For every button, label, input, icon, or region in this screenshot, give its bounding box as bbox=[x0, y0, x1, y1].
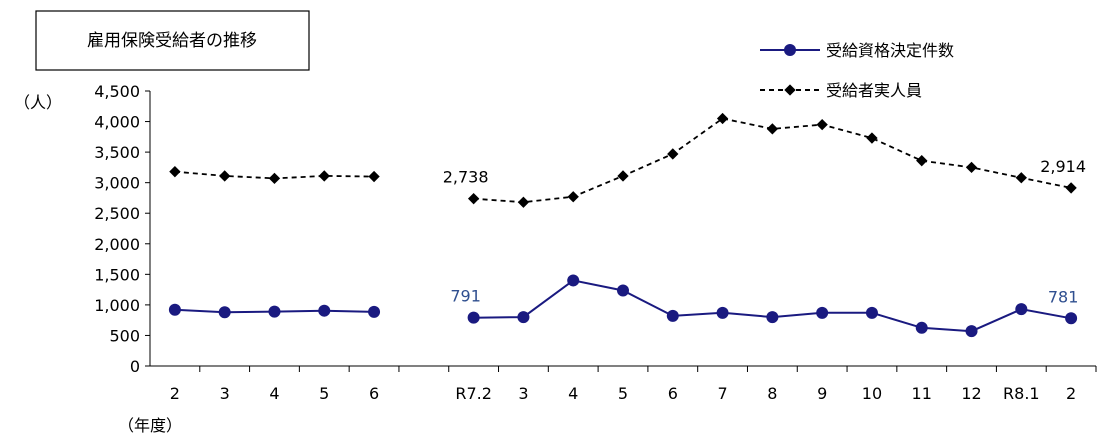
legend-label-series-0: 受給資格決定件数 bbox=[826, 41, 954, 60]
data-point-series-0 bbox=[865, 306, 878, 319]
data-label: 781 bbox=[1048, 287, 1079, 306]
data-label: 2,914 bbox=[1040, 157, 1086, 176]
data-point-series-1 bbox=[766, 123, 779, 135]
data-point-series-0 bbox=[666, 309, 679, 322]
x-tick-label: 10 bbox=[862, 384, 882, 403]
data-point-series-1 bbox=[219, 170, 231, 182]
data-point-series-1 bbox=[965, 161, 978, 174]
y-tick-label: 4,000 bbox=[94, 113, 140, 132]
legend-item-series-1: 受給者実人員 bbox=[760, 81, 922, 100]
x-tick-label: 5 bbox=[319, 384, 329, 403]
x-tick-label: R8.1 bbox=[1003, 384, 1040, 403]
y-tick-label: 3,000 bbox=[94, 174, 140, 193]
data-point-series-0 bbox=[1065, 312, 1078, 325]
x-axis-label: （年度） bbox=[118, 416, 182, 435]
data-point-series-1 bbox=[916, 155, 928, 167]
x-tick-label: 4 bbox=[269, 384, 279, 403]
x-tick-label: 3 bbox=[518, 384, 528, 403]
x-tick-label: R7.2 bbox=[455, 384, 492, 403]
y-tick-label: 2,500 bbox=[94, 204, 140, 223]
data-point-series-0 bbox=[168, 303, 181, 316]
x-tick-label: 9 bbox=[817, 384, 827, 403]
legend-marker-series-0 bbox=[784, 44, 796, 56]
y-tick-label: 500 bbox=[109, 326, 140, 345]
chart-title: 雇用保険受給者の推移 bbox=[87, 31, 257, 51]
series-line-0 bbox=[473, 279, 1072, 333]
series-0 bbox=[168, 274, 1078, 338]
x-tick-label: 8 bbox=[767, 384, 777, 403]
data-point-series-0 bbox=[617, 284, 629, 297]
x-tick-label: 6 bbox=[369, 384, 379, 403]
y-tick-label: 0 bbox=[130, 357, 140, 376]
data-point-series-0 bbox=[716, 306, 729, 319]
data-point-series-1 bbox=[617, 170, 629, 182]
data-point-series-0 bbox=[517, 311, 530, 324]
data-point-series-0 bbox=[218, 306, 231, 319]
series-1 bbox=[169, 112, 1077, 208]
data-point-series-0 bbox=[467, 311, 480, 324]
x-tick-label: 6 bbox=[668, 384, 678, 403]
x-tick-label: 2 bbox=[170, 384, 180, 403]
data-point-series-0 bbox=[1015, 303, 1028, 316]
data-point-series-1 bbox=[716, 112, 729, 125]
y-tick-label: 1,500 bbox=[94, 265, 140, 284]
data-point-series-0 bbox=[816, 306, 829, 319]
data-point-series-0 bbox=[368, 305, 381, 318]
x-tick-label: 3 bbox=[220, 384, 230, 403]
x-tick-label: 12 bbox=[961, 384, 981, 403]
data-point-series-1 bbox=[1015, 172, 1027, 184]
y-axis-label: （人） bbox=[14, 93, 62, 112]
y-tick-label: 2,000 bbox=[94, 235, 140, 254]
data-point-series-1 bbox=[467, 193, 480, 205]
data-point-series-0 bbox=[965, 325, 978, 338]
data-point-series-1 bbox=[268, 172, 281, 185]
data-point-series-1 bbox=[517, 196, 530, 208]
legend-marker-series-1 bbox=[784, 84, 796, 96]
legend: 受給資格決定件数 受給者実人員 bbox=[760, 41, 954, 100]
data-point-series-0 bbox=[915, 321, 928, 334]
data-point-series-0 bbox=[567, 274, 580, 287]
data-point-series-0 bbox=[766, 311, 779, 324]
data-point-series-1 bbox=[318, 170, 330, 182]
data-label: 791 bbox=[450, 287, 481, 306]
data-label: 2,738 bbox=[443, 168, 489, 187]
data-point-series-1 bbox=[866, 132, 878, 144]
y-tick-label: 3,500 bbox=[94, 143, 140, 162]
data-point-series-1 bbox=[567, 191, 579, 203]
data-point-series-1 bbox=[667, 148, 679, 160]
y-tick-label: 1,000 bbox=[94, 296, 140, 315]
data-point-series-1 bbox=[816, 118, 828, 131]
x-tick-label: 5 bbox=[618, 384, 628, 403]
x-tick-label: 7 bbox=[717, 384, 727, 403]
data-point-series-0 bbox=[268, 305, 281, 318]
x-tick-label: 2 bbox=[1066, 384, 1076, 403]
legend-item-series-0: 受給資格決定件数 bbox=[760, 41, 954, 60]
data-point-series-1 bbox=[1065, 182, 1077, 194]
chart-title-box bbox=[35, 10, 310, 71]
legend-label-series-1: 受給者実人員 bbox=[826, 81, 922, 100]
y-tick-label: 4,500 bbox=[94, 82, 140, 101]
x-tick-label: 4 bbox=[568, 384, 578, 403]
data-point-series-1 bbox=[368, 170, 380, 183]
data-point-series-1 bbox=[169, 166, 181, 178]
x-tick-label: 11 bbox=[912, 384, 932, 403]
data-point-series-0 bbox=[318, 304, 331, 317]
